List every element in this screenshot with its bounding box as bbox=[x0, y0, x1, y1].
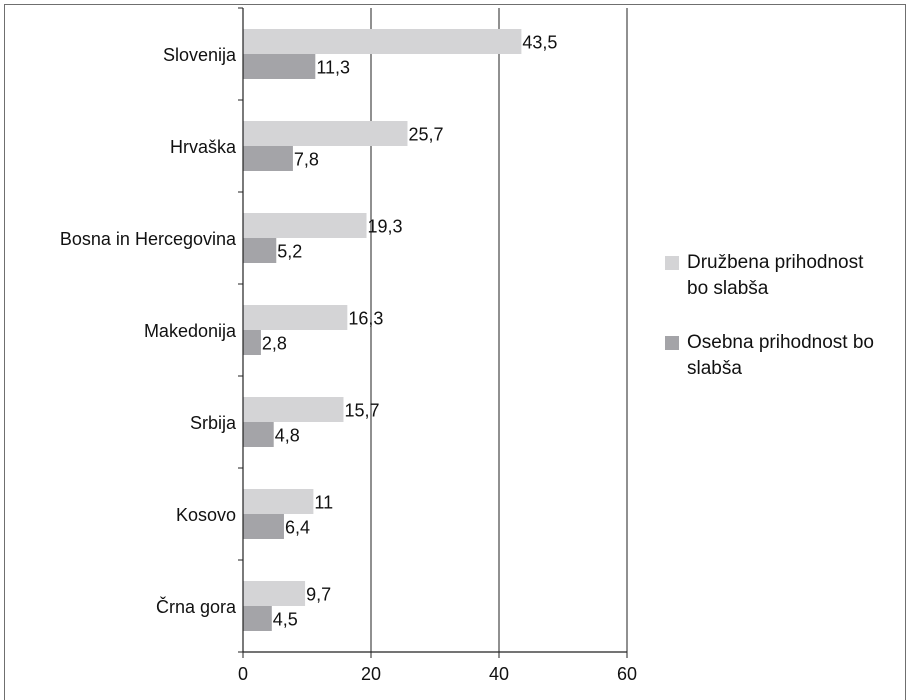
legend-label-osebna: Osebna prihodnost bo slabša bbox=[687, 332, 874, 379]
bar-label-druzbena-0: 43,5 bbox=[522, 33, 557, 53]
bar-druzbena-4 bbox=[243, 397, 344, 422]
category-label-5: Kosovo bbox=[176, 505, 236, 525]
bar-label-osebna-2: 5,2 bbox=[277, 242, 302, 262]
bar-label-druzbena-1: 25,7 bbox=[408, 125, 443, 145]
bar-osebna-1 bbox=[243, 146, 293, 171]
bar-label-osebna-4: 4,8 bbox=[275, 426, 300, 446]
category-label-3: Makedonija bbox=[144, 321, 237, 341]
bar-osebna-5 bbox=[243, 514, 284, 539]
legend: Družbena prihodnost bo slabša Osebna pri… bbox=[665, 250, 885, 410]
category-label-2: Bosna in Hercegovina bbox=[60, 229, 237, 249]
legend-item-druzbena: Družbena prihodnost bo slabša bbox=[665, 250, 885, 302]
bar-osebna-3 bbox=[243, 330, 261, 355]
bar-label-osebna-0: 11,3 bbox=[316, 58, 350, 78]
bar-druzbena-5 bbox=[243, 489, 314, 514]
bar-label-druzbena-3: 16,3 bbox=[348, 309, 383, 329]
bar-osebna-2 bbox=[243, 238, 277, 263]
x-tick-label-40: 40 bbox=[489, 664, 509, 684]
bar-label-druzbena-2: 19,3 bbox=[368, 217, 403, 237]
legend-swatch-druzbena bbox=[665, 256, 679, 270]
bar-druzbena-2 bbox=[243, 213, 367, 238]
bar-osebna-0 bbox=[243, 54, 316, 79]
x-tick-label-0: 0 bbox=[238, 664, 248, 684]
x-tick-label-20: 20 bbox=[361, 664, 381, 684]
bar-druzbena-1 bbox=[243, 121, 408, 146]
chart-frame bbox=[4, 4, 906, 700]
legend-item-osebna: Osebna prihodnost bo slabša bbox=[665, 330, 885, 382]
bar-label-druzbena-6: 9,7 bbox=[306, 585, 331, 605]
bar-druzbena-6 bbox=[243, 581, 306, 606]
bar-druzbena-3 bbox=[243, 305, 348, 330]
x-tick-label-60: 60 bbox=[617, 664, 637, 684]
bar-label-druzbena-5: 11 bbox=[314, 493, 333, 513]
legend-label-druzbena: Družbena prihodnost bo slabša bbox=[687, 252, 864, 299]
bar-label-druzbena-4: 15,7 bbox=[344, 401, 379, 421]
bar-osebna-4 bbox=[243, 422, 274, 447]
bar-label-osebna-1: 7,8 bbox=[294, 150, 319, 170]
bar-label-osebna-3: 2,8 bbox=[262, 334, 287, 354]
category-label-6: Črna gora bbox=[156, 596, 237, 617]
bar-osebna-6 bbox=[243, 606, 272, 631]
bar-druzbena-0 bbox=[243, 29, 522, 54]
bar-label-osebna-6: 4,5 bbox=[273, 610, 298, 630]
category-label-1: Hrvaška bbox=[170, 137, 237, 157]
legend-swatch-osebna bbox=[665, 336, 679, 350]
category-label-4: Srbija bbox=[190, 413, 237, 433]
bar-label-osebna-5: 6,4 bbox=[285, 518, 310, 538]
category-label-0: Slovenija bbox=[163, 45, 237, 65]
